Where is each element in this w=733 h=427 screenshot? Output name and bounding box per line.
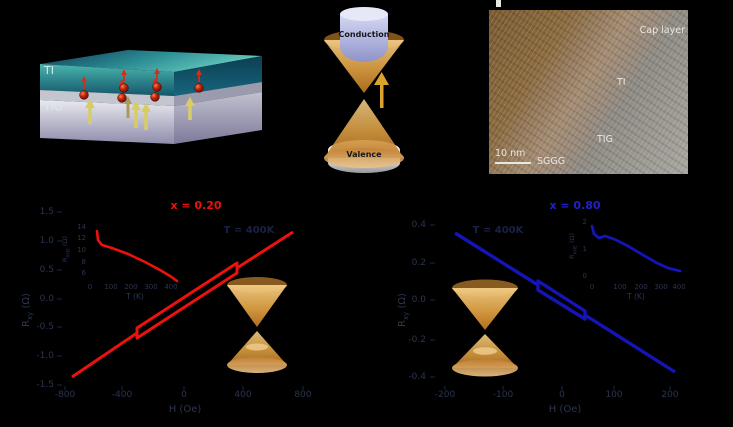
right-inset-ylabel-unit: (Ω) <box>568 232 576 246</box>
right-inset-ylabel-subscript: AHE <box>573 245 579 255</box>
right-inset-x-axis-label: T (K) <box>627 292 645 301</box>
right-xtick: 0 <box>559 390 565 400</box>
left-plot-temperature: T = 400K <box>223 225 275 236</box>
left-ytick: 1.0 <box>39 236 54 246</box>
left-inset-curve <box>95 229 179 283</box>
right-ytick: 0.4 <box>411 220 426 230</box>
left-inset-xtick: 100 <box>104 283 118 291</box>
gap-arrow <box>374 72 389 108</box>
left-ytick: 0.5 <box>39 265 54 275</box>
right-hysteresis-curve <box>454 231 676 374</box>
left-ytick: 1.5 <box>39 207 54 217</box>
right-plot-title: x = 0.80 <box>549 199 601 212</box>
right-ytick: 0.0 <box>411 295 426 305</box>
axis-ticks <box>57 211 671 390</box>
right-ytick: -0.2 <box>408 335 426 345</box>
left-inset-xtick: 0 <box>87 283 93 291</box>
left-inset-x-axis-label: T (K) <box>126 292 144 301</box>
panel-label-partial-mark <box>496 0 501 7</box>
left-inset-ytick: 14 <box>77 223 86 231</box>
left-inset-ytick: 6 <box>81 269 86 277</box>
left-ylabel-unit: (Ω) <box>21 293 32 312</box>
left-ytick: -1.5 <box>36 380 54 390</box>
right-xtick: 100 <box>605 390 623 400</box>
right-dirac-cone-icon <box>452 279 518 377</box>
left-xtick: 0 <box>181 390 187 400</box>
left-ylabel-subscript: xy <box>26 311 34 320</box>
right-inset-xtick: 300 <box>654 283 668 291</box>
left-inset-ylabel-unit: (Ω) <box>61 235 69 249</box>
left-ytick: 0.0 <box>39 294 54 304</box>
left-plot-title: x = 0.20 <box>170 199 222 212</box>
left-y-axis-label: Rxy (Ω) <box>21 274 35 346</box>
tig-moment-arrows <box>85 96 195 130</box>
slab-ti-label: TI <box>44 64 54 77</box>
right-xtick: 200 <box>661 390 679 400</box>
right-inset-curve <box>590 224 682 273</box>
tem-scalebar <box>495 162 531 164</box>
left-inset-ylabel-subscript: AHE <box>66 248 72 258</box>
band-diagram <box>324 7 404 173</box>
right-y-axis-label: Rxy (Ω) <box>397 274 411 346</box>
valence-band-label: Valence <box>346 150 382 159</box>
left-inset-xtick: 400 <box>164 283 178 291</box>
tem-image: Cap layer TI TIG SGGG 10 nm <box>489 10 688 174</box>
slab-tig-label: TIG <box>44 100 63 113</box>
right-ylabel-subscript: xy <box>402 311 410 320</box>
right-inset-xtick: 0 <box>589 283 595 291</box>
left-inset-ytick: 10 <box>77 246 86 254</box>
right-xtick: -200 <box>434 390 456 400</box>
tem-ti-label: TI <box>617 77 626 88</box>
tem-tig-label: TIG <box>597 134 613 145</box>
left-ylabel-symbol: R <box>21 319 32 327</box>
right-inset-xtick: 400 <box>672 283 686 291</box>
right-inset-ytick: 2 <box>582 218 587 226</box>
right-inset-xtick: 200 <box>634 283 648 291</box>
interface-spins <box>79 68 204 103</box>
tem-scalebar-label: 10 nm <box>495 148 526 159</box>
right-inset-ylabel-symbol: R <box>568 254 576 260</box>
tem-cap-layer-label: Cap layer <box>639 25 685 36</box>
right-x-axis-label: H (Oe) <box>548 404 582 415</box>
conduction-band-label: Conduction <box>338 30 390 39</box>
left-xtick: -400 <box>111 390 133 400</box>
right-ylabel-symbol: R <box>397 319 408 327</box>
right-inset-ytick: 0 <box>582 272 587 280</box>
right-ylabel-unit: (Ω) <box>397 293 408 312</box>
left-inset-xtick: 300 <box>144 283 158 291</box>
left-hysteresis-curve <box>71 230 294 379</box>
left-inset-ytick: 8 <box>81 258 86 266</box>
right-plot-temperature: T = 400K <box>472 225 524 236</box>
right-ytick: -0.4 <box>408 372 426 382</box>
tem-lattice-fringes <box>489 10 688 174</box>
left-xtick: 400 <box>234 390 252 400</box>
left-inset-y-axis-label: RAHE (Ω) <box>61 217 71 281</box>
tem-substrate-label: SGGG <box>537 156 566 167</box>
right-inset-ytick: 1 <box>582 245 587 253</box>
left-ytick: -0.5 <box>36 322 54 332</box>
slab-illustration <box>40 50 262 144</box>
right-ytick: 0.2 <box>411 258 426 268</box>
left-inset-xtick: 200 <box>124 283 138 291</box>
left-xtick: -800 <box>54 390 76 400</box>
right-inset-y-axis-label: RAHE (Ω) <box>568 214 578 278</box>
left-xtick: 800 <box>294 390 312 400</box>
right-xtick: -100 <box>492 390 514 400</box>
left-inset-ytick: 12 <box>77 234 86 242</box>
left-ytick: -1.0 <box>36 351 54 361</box>
left-x-axis-label: H (Oe) <box>168 404 202 415</box>
left-inset-ylabel-symbol: R <box>61 257 69 263</box>
left-dirac-cone-icon <box>227 277 287 373</box>
right-inset-xtick: 100 <box>613 283 627 291</box>
